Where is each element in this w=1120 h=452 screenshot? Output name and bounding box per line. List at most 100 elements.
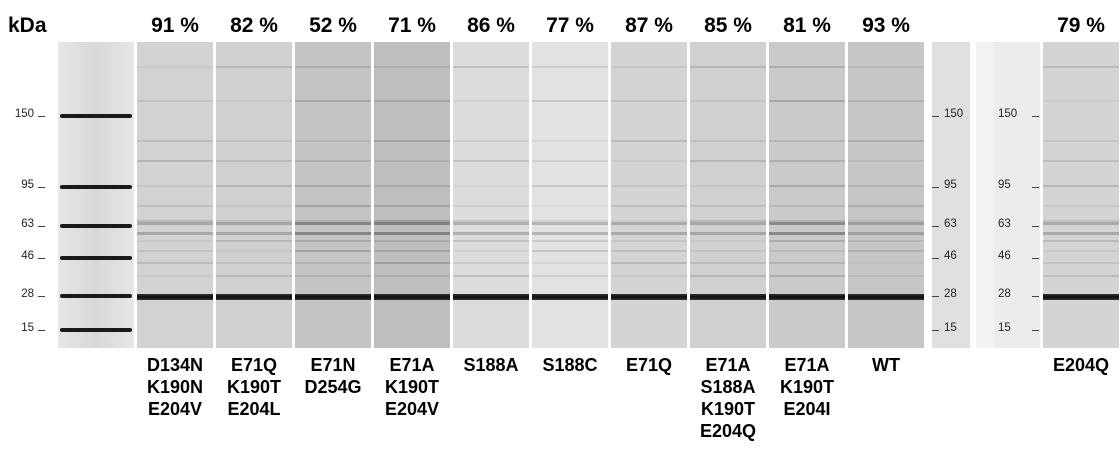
- mutation-line: E71A: [389, 355, 435, 375]
- band-63kda: [611, 222, 687, 225]
- faint-band: [769, 275, 845, 277]
- purity-percent: 86 %: [467, 14, 515, 37]
- faint-band: [611, 185, 687, 187]
- faint-band: [690, 185, 766, 187]
- band-63kda: [848, 232, 924, 235]
- faint-band: [611, 140, 687, 142]
- faint-band: [769, 250, 845, 252]
- ladder-band: [60, 328, 132, 332]
- faint-band: [532, 240, 608, 242]
- band-63kda: [374, 222, 450, 225]
- mutation-line: K190T: [384, 377, 440, 397]
- faint-band: [848, 185, 924, 187]
- band-63kda: [1043, 232, 1119, 235]
- faint-band: [690, 250, 766, 252]
- band-63kda: [137, 232, 213, 235]
- band-63kda: [769, 222, 845, 225]
- marker-label-right: 150: [944, 108, 964, 120]
- marker-label-left: 63: [21, 218, 34, 230]
- faint-band: [769, 205, 845, 207]
- faint-band: [532, 100, 608, 102]
- main-product-band: [532, 294, 608, 300]
- faint-band: [295, 160, 371, 162]
- marker-tick: [1032, 116, 1039, 117]
- mutation-line: E204V: [384, 399, 440, 419]
- faint-band: [611, 240, 687, 242]
- faint-band: [137, 275, 213, 277]
- mutation-label: D134N K190N E204V: [135, 354, 215, 420]
- marker-tick: [38, 296, 45, 297]
- band-63kda: [1043, 222, 1119, 225]
- mutation-label: E71N D254G: [293, 354, 373, 398]
- faint-band: [374, 262, 450, 264]
- mutation-label: S188A: [451, 354, 531, 376]
- faint-band: [453, 275, 529, 277]
- faint-band: [137, 160, 213, 162]
- faint-band: [453, 250, 529, 252]
- faint-band: [848, 205, 924, 207]
- faint-band: [374, 240, 450, 242]
- mutation-line: S188A: [463, 355, 519, 375]
- band-63kda: [295, 222, 371, 225]
- marker-tick: [38, 330, 45, 331]
- faint-band: [374, 185, 450, 187]
- faint-band: [137, 185, 213, 187]
- marker-tick: [932, 296, 939, 297]
- mutation-line: E204Q: [1052, 355, 1110, 375]
- faint-band: [848, 250, 924, 252]
- main-product-band: [137, 294, 213, 300]
- faint-band: [848, 262, 924, 264]
- faint-band: [532, 140, 608, 142]
- faint-band: [374, 205, 450, 207]
- purity-percent: 77 %: [546, 14, 594, 37]
- faint-band: [453, 160, 529, 162]
- band-63kda: [453, 222, 529, 225]
- band-63kda: [848, 222, 924, 225]
- faint-band: [137, 240, 213, 242]
- faint-band: [137, 140, 213, 142]
- band-63kda: [374, 232, 450, 235]
- marker-label-separate: 46: [998, 250, 1011, 262]
- faint-band: [137, 220, 213, 222]
- ladder-band: [60, 185, 132, 189]
- faint-band: [848, 140, 924, 142]
- purity-percent: 87 %: [625, 14, 673, 37]
- faint-band: [611, 250, 687, 252]
- mutation-line: E71A: [705, 355, 751, 375]
- faint-band: [532, 220, 608, 222]
- faint-band: [453, 185, 529, 187]
- faint-band: [848, 240, 924, 242]
- mutation-line: E204I: [783, 399, 831, 419]
- purity-percent: 81 %: [783, 14, 831, 37]
- marker-tick: [932, 226, 939, 227]
- faint-band: [769, 140, 845, 142]
- faint-band: [532, 262, 608, 264]
- mutation-line: WT: [872, 355, 900, 375]
- main-product-band: [216, 294, 292, 300]
- main-product-band: [690, 294, 766, 300]
- band-63kda: [453, 232, 529, 235]
- marker-label-separate: 15: [998, 322, 1011, 334]
- faint-band: [848, 66, 924, 68]
- faint-band: [216, 140, 292, 142]
- marker-tick: [1032, 330, 1039, 331]
- faint-band: [532, 275, 608, 277]
- separate-marker-strip: 150 95 63 46 28 15: [994, 42, 1040, 348]
- purity-percent: 79 %: [1057, 14, 1105, 37]
- mutation-label: E71A K190T E204I: [767, 354, 847, 420]
- band-63kda: [532, 232, 608, 235]
- faint-band: [1043, 185, 1119, 187]
- band-63kda: [532, 222, 608, 225]
- faint-band: [1043, 160, 1119, 162]
- marker-tick: [38, 187, 45, 188]
- mutation-line: E71Q: [230, 355, 278, 375]
- marker-label-left: 28: [21, 288, 34, 300]
- faint-band: [216, 240, 292, 242]
- mutation-label: E71A S188A K190T E204Q: [688, 354, 768, 442]
- purity-percent: 93 %: [862, 14, 910, 37]
- faint-band: [216, 185, 292, 187]
- faint-band: [690, 275, 766, 277]
- faint-band: [137, 100, 213, 102]
- faint-band: [1043, 220, 1119, 222]
- band-63kda: [137, 222, 213, 225]
